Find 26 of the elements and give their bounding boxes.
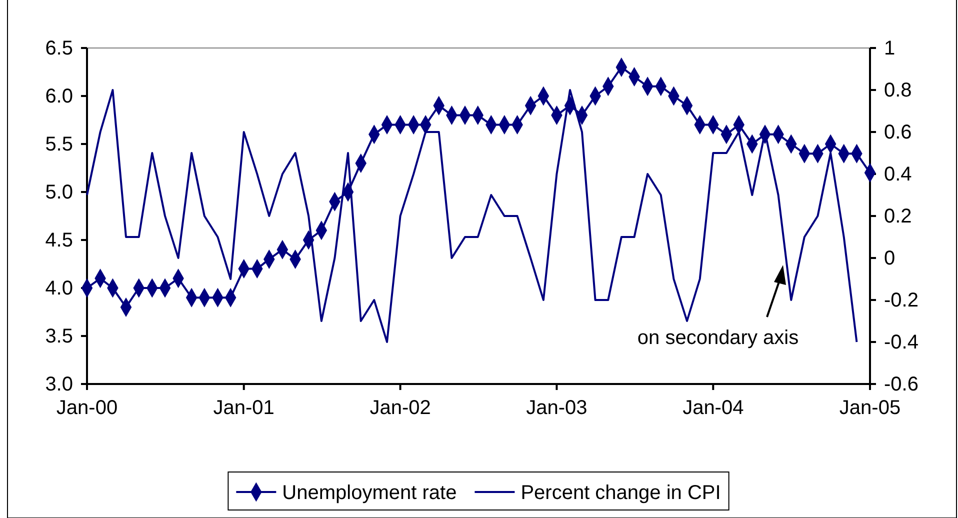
x-tick-label: Jan-03 bbox=[526, 397, 588, 420]
legend-label: Percent change in CPI bbox=[520, 482, 721, 504]
y-tick-label: 4.0 bbox=[45, 277, 73, 300]
x-tick-label: Jan-00 bbox=[56, 397, 118, 420]
y-tick-label: 3.5 bbox=[45, 325, 73, 348]
y2-tick-label: 0.4 bbox=[884, 163, 912, 186]
y-tick-label: 6.5 bbox=[45, 37, 73, 60]
y2-tick-label: -0.2 bbox=[884, 289, 918, 312]
legend-label: Unemployment rate bbox=[282, 482, 457, 504]
x-tick-label: Jan-05 bbox=[839, 397, 901, 420]
y2-tick-label: 0 bbox=[884, 247, 896, 270]
y2-tick-label: 1 bbox=[884, 37, 896, 60]
y2-tick-label: 0.6 bbox=[884, 121, 912, 144]
y2-tick-label: 0.8 bbox=[884, 79, 912, 102]
y2-tick-label: 0.2 bbox=[884, 205, 912, 228]
x-tick-label: Jan-04 bbox=[682, 397, 744, 420]
y2-tick-label: -0.6 bbox=[884, 373, 918, 396]
annotation: on secondary axis bbox=[637, 327, 799, 349]
y-tick-label: 4.5 bbox=[45, 229, 73, 252]
y-tick-label: 3.0 bbox=[45, 373, 73, 396]
y-tick-label: 5.5 bbox=[45, 133, 73, 156]
y-tick-label: 5.0 bbox=[45, 181, 73, 204]
x-tick-label: Jan-02 bbox=[370, 397, 431, 420]
x-tick-label: Jan-01 bbox=[213, 397, 274, 420]
y-tick-label: 6.0 bbox=[45, 85, 73, 108]
y2-tick-label: -0.4 bbox=[884, 331, 918, 354]
